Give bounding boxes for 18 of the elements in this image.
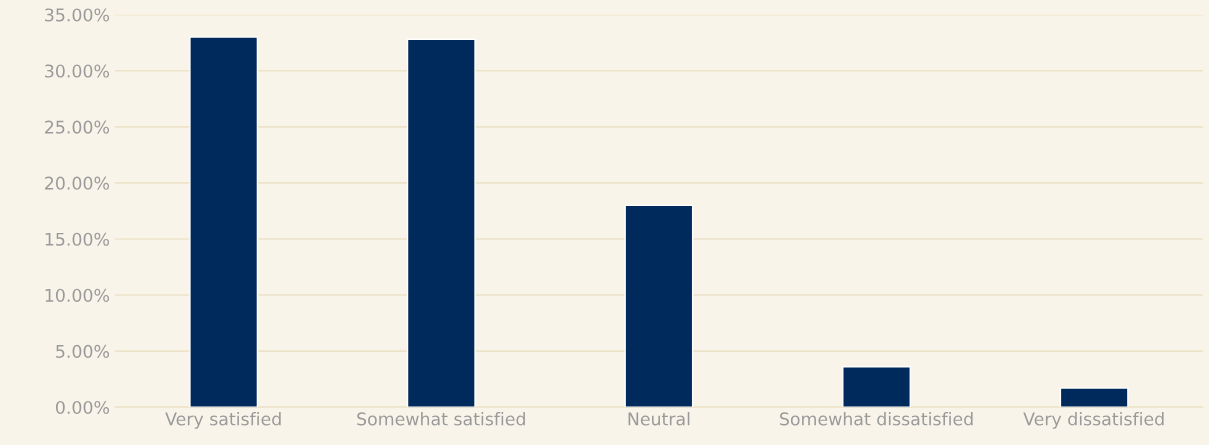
x-tick-label: Very satisfied xyxy=(165,412,281,429)
bar xyxy=(624,204,694,408)
x-tick-label: Somewhat satisfied xyxy=(357,412,525,426)
x-tick-label: Neutral xyxy=(628,412,690,426)
x-tick-label: Somewhat dissatisfied xyxy=(780,412,973,426)
bar xyxy=(1059,387,1129,408)
y-tick-label: 10.00% xyxy=(45,288,110,302)
bar xyxy=(189,36,259,408)
y-tick-label: 0.00% xyxy=(55,400,110,415)
y-tick-label: 35.00% xyxy=(45,8,110,22)
y-tick-label: 25.00% xyxy=(45,120,110,134)
bar xyxy=(406,38,476,408)
x-tick-label: Very dissatisfied xyxy=(1023,412,1164,429)
y-tick-label: 15.00% xyxy=(45,232,110,246)
y-tick-label: 5.00% xyxy=(56,344,110,358)
y-tick-label: 30.00% xyxy=(45,64,110,78)
y-tick-label: 20.00% xyxy=(45,176,110,190)
bar xyxy=(842,366,911,408)
